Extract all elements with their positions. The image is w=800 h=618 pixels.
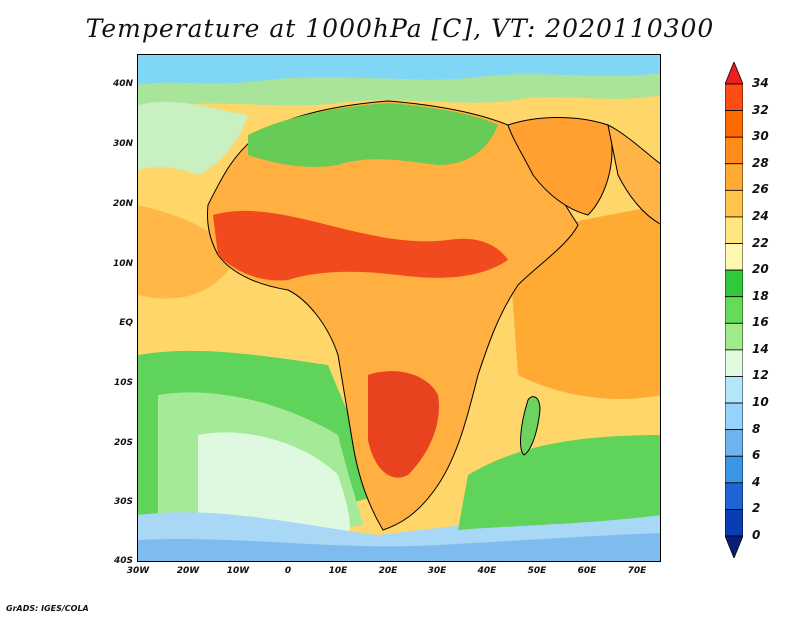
temperature-map bbox=[137, 54, 661, 562]
colorbar-level-label: 4 bbox=[752, 474, 761, 489]
colorbar-cell bbox=[725, 189, 743, 218]
colorbar-cell bbox=[725, 136, 743, 165]
lon-label-30e: 30E bbox=[427, 566, 447, 576]
lat-label-30n: 30N bbox=[112, 139, 133, 149]
colorbar-level-label: 14 bbox=[752, 341, 769, 356]
lat-label-20s: 20S bbox=[113, 438, 133, 448]
lon-label-10e: 10E bbox=[328, 566, 348, 576]
lon-label-10w: 10W bbox=[226, 566, 250, 576]
colorbar-cell bbox=[725, 216, 743, 244]
lon-label-20e: 20E bbox=[378, 566, 398, 576]
colorbar-level-label: 18 bbox=[752, 288, 769, 303]
colorbar-level-label: 26 bbox=[752, 182, 769, 197]
colorbar-level-label: 30 bbox=[752, 129, 769, 144]
southern-ocean-deep bbox=[138, 533, 660, 561]
lat-label-eq: EQ bbox=[119, 318, 133, 328]
lat-label-20n: 20N bbox=[112, 199, 133, 209]
arabian-peninsula bbox=[507, 117, 613, 216]
colorbar-level-label: 2 bbox=[752, 501, 761, 516]
colorbar-cell bbox=[725, 269, 743, 298]
africa-land bbox=[207, 100, 579, 531]
colorbar-cell bbox=[725, 402, 743, 431]
colorbar-cell bbox=[725, 62, 743, 85]
atlantic-warm bbox=[138, 205, 238, 299]
colorbar-cell bbox=[725, 509, 743, 537]
colorbar-cell bbox=[725, 455, 743, 484]
colorbar-level-label: 0 bbox=[752, 528, 761, 542]
lon-label-60e: 60E bbox=[577, 566, 597, 576]
colorbar-cell bbox=[725, 482, 743, 510]
colorbar-cell bbox=[725, 110, 743, 138]
colorbar-cell bbox=[725, 83, 743, 111]
southern-africa-hot bbox=[368, 371, 439, 478]
colorbar-level-label: 34 bbox=[752, 76, 769, 90]
colorbar-level-label: 32 bbox=[752, 102, 769, 117]
lon-label-50e: 50E bbox=[527, 566, 547, 576]
colorbar-level-label: 16 bbox=[752, 315, 769, 330]
lat-label-40n: 40N bbox=[112, 79, 133, 89]
north-cold-band bbox=[138, 55, 660, 85]
lat-label-10n: 10N bbox=[112, 259, 133, 269]
colorbar-level-label: 12 bbox=[752, 368, 769, 383]
map-canvas bbox=[138, 55, 660, 561]
colorbar-cell bbox=[725, 163, 743, 191]
colorbar-level-label: 20 bbox=[752, 262, 769, 277]
colorbar-cells bbox=[725, 62, 743, 558]
colorbar-level-label: 28 bbox=[752, 155, 769, 170]
colorbar-level-label: 8 bbox=[752, 421, 761, 436]
map-title: Temperature at 1000hPa [C], VT: 20201103… bbox=[85, 14, 715, 43]
colorbar-cell bbox=[725, 322, 743, 351]
colorbar bbox=[725, 62, 743, 558]
colorbar-cell bbox=[725, 535, 743, 558]
colorbar-level-label: 6 bbox=[752, 448, 761, 463]
lon-label-70e: 70E bbox=[627, 566, 647, 576]
madagascar bbox=[520, 396, 541, 456]
colorbar-cell bbox=[725, 429, 743, 457]
lat-label-40s: 40S bbox=[113, 556, 133, 566]
sahel-hot-band bbox=[213, 210, 508, 281]
footer-credit: GrADS: IGES/COLA bbox=[6, 604, 89, 613]
colorbar-cell bbox=[725, 376, 743, 404]
lon-label-20w: 20W bbox=[176, 566, 200, 576]
lat-label-10s: 10S bbox=[113, 378, 133, 388]
colorbar-level-label: 24 bbox=[752, 208, 769, 223]
colorbar-level-label: 22 bbox=[752, 235, 769, 250]
lon-label-30w: 30W bbox=[126, 566, 150, 576]
colorbar-cell bbox=[725, 243, 743, 271]
lon-label-40e: 40E bbox=[477, 566, 497, 576]
colorbar-cell bbox=[725, 296, 743, 324]
lat-label-30s: 30S bbox=[113, 497, 133, 507]
colorbar-cell bbox=[725, 349, 743, 377]
indian-ocean-green bbox=[458, 435, 660, 530]
colorbar-level-label: 10 bbox=[752, 395, 769, 410]
india-west bbox=[607, 124, 660, 225]
north-africa-green bbox=[248, 103, 498, 167]
lon-label-0: 0 bbox=[284, 566, 292, 576]
atlantic-nw-cool bbox=[138, 101, 248, 175]
